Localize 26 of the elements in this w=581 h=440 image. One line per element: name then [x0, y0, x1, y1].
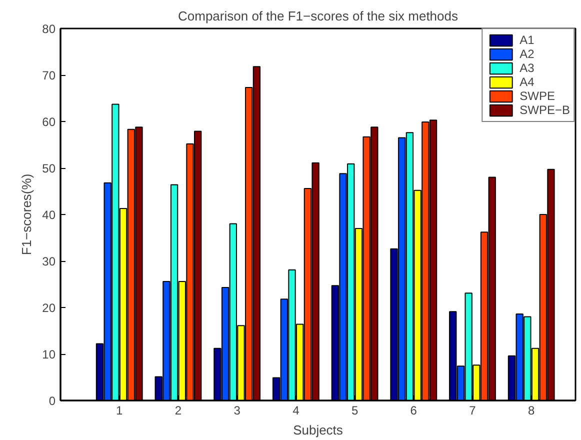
- legend-label: A2: [520, 47, 536, 61]
- x-tick-label: 1: [116, 404, 124, 418]
- legend-label: A1: [520, 33, 536, 47]
- y-tick-label: 50: [42, 162, 56, 176]
- x-tick-label: 6: [410, 404, 418, 418]
- y-tick-label: 20: [42, 301, 56, 315]
- x-axis-title: Subjects: [293, 422, 344, 438]
- y-tick-label: 40: [42, 208, 56, 222]
- y-tick-label: 80: [42, 22, 56, 36]
- x-tick-label: 5: [351, 404, 358, 418]
- legend-label: SWPE: [520, 89, 555, 103]
- legend-label: A3: [520, 61, 536, 75]
- x-tick-label: 2: [174, 404, 182, 418]
- x-tick-label: 4: [292, 404, 300, 418]
- y-tick-label: 10: [42, 348, 56, 362]
- y-tick-label: 30: [42, 254, 56, 268]
- y-tick-label: 70: [42, 68, 56, 82]
- legend-label: A4: [520, 75, 536, 89]
- chart-title: Comparison of the F1−scores of the six methods: [178, 8, 458, 24]
- legend-label: SWPE−B: [520, 103, 570, 117]
- x-tick-label: 3: [234, 404, 241, 418]
- x-tick-label: 7: [469, 404, 476, 418]
- y-tick-label: 0: [48, 394, 56, 408]
- y-tick-label: 60: [42, 115, 56, 129]
- x-tick-label: 8: [528, 404, 536, 418]
- y-axis-title: F1−scores(%): [19, 174, 34, 256]
